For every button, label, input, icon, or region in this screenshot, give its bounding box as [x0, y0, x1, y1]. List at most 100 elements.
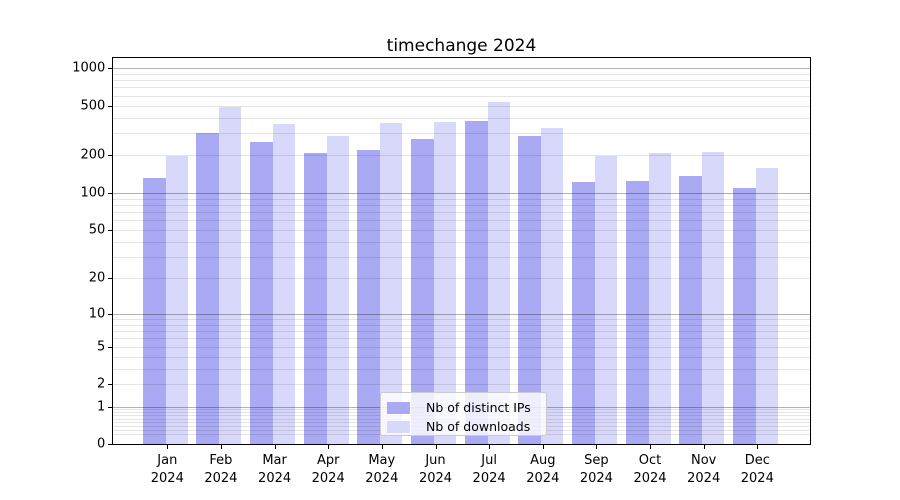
legend-items: Nb of distinct IPs Nb of downloads — [387, 398, 538, 436]
gridline-minor — [113, 278, 810, 280]
x-tick-label: Apr 2024 — [296, 452, 360, 487]
x-tick-month: Feb — [209, 453, 233, 469]
x-tick-label: Nov 2024 — [672, 452, 736, 487]
gridline-minor — [113, 331, 810, 332]
x-tick-year: 2024 — [311, 470, 345, 486]
gridline-major — [113, 192, 810, 194]
legend-label: Nb of distinct IPs — [426, 400, 531, 415]
gridline-minor — [113, 384, 810, 386]
bar-downloads-aug — [541, 128, 564, 445]
x-tick — [274, 445, 276, 450]
y-tick-label: 10 — [88, 306, 106, 322]
gridline-minor — [113, 368, 810, 370]
x-tick — [328, 445, 330, 450]
x-tick-year: 2024 — [740, 470, 774, 486]
gridline-minor — [113, 318, 810, 320]
y-tick — [108, 384, 113, 386]
y-tick — [108, 278, 113, 280]
y-tick-label: 2 — [97, 376, 106, 392]
gridline-minor — [113, 95, 810, 97]
x-tick — [381, 445, 383, 450]
bar-downloads-nov — [702, 151, 725, 445]
x-tick — [596, 445, 598, 450]
y-tick — [108, 230, 113, 232]
bar-distinct-ips-jan — [142, 177, 166, 445]
x-tick-month: May — [368, 453, 396, 469]
x-tick-month: Aug — [530, 453, 556, 469]
bar-distinct-ips-jul — [464, 120, 488, 445]
y-tick-label: 1000 — [72, 60, 106, 76]
x-tick-year: 2024 — [633, 470, 667, 486]
bar-downloads-mar — [273, 124, 296, 445]
bar-downloads-may — [380, 123, 403, 445]
x-tick — [650, 445, 651, 450]
y-tick-label: 50 — [88, 222, 106, 238]
chart-title: timechange 2024 — [386, 36, 537, 56]
gridline-minor — [113, 133, 810, 135]
x-tick — [489, 445, 491, 450]
x-tick — [435, 445, 437, 450]
gridline-minor — [113, 338, 810, 340]
bar-distinct-ips-oct — [625, 180, 649, 445]
gridline-minor — [113, 198, 810, 200]
bar-distinct-ips-apr — [303, 152, 327, 445]
gridline-minor — [113, 105, 810, 107]
y-tick — [108, 444, 113, 446]
bar-downloads-jul — [487, 102, 510, 445]
bar-downloads-sep — [594, 155, 617, 445]
bar-distinct-ips-jun — [411, 139, 434, 445]
bar-downloads-jan — [165, 156, 188, 445]
x-tick-month: Mar — [262, 453, 287, 469]
x-tick — [542, 445, 544, 450]
bar-downloads-apr — [326, 136, 349, 445]
gridline-minor — [113, 324, 810, 326]
x-tick-year: 2024 — [150, 470, 184, 486]
gridline-minor — [113, 257, 810, 259]
x-tick — [167, 445, 169, 450]
y-tick-label: 500 — [80, 98, 106, 114]
x-tick-label: Mar 2024 — [243, 452, 307, 487]
bar-distinct-ips-mar — [250, 142, 274, 445]
x-tick-label: Jan 2024 — [135, 452, 199, 487]
x-tick-label: Aug 2024 — [511, 452, 575, 487]
x-tick-year: 2024 — [526, 470, 560, 486]
legend-swatch-downloads — [387, 420, 410, 433]
x-tick-month: Nov — [691, 453, 717, 469]
bar-distinct-ips-nov — [679, 175, 703, 445]
x-tick-year: 2024 — [687, 470, 721, 486]
x-tick-month: Jun — [425, 453, 446, 469]
bar-downloads-feb — [219, 106, 242, 445]
x-tick-label: Dec 2024 — [725, 452, 789, 487]
x-tick-label: Oct 2024 — [618, 452, 682, 487]
y-tick-label: 5 — [97, 339, 106, 355]
bar-distinct-ips-sep — [571, 182, 595, 445]
x-tick-month: Oct — [638, 453, 662, 469]
y-tick-label: 1 — [97, 399, 106, 414]
y-tick — [108, 346, 113, 348]
x-tick-label: May 2024 — [350, 452, 414, 487]
gridline-major — [113, 313, 810, 315]
y-tick — [108, 192, 113, 194]
x-tick-year: 2024 — [204, 470, 238, 486]
x-tick — [220, 445, 222, 450]
bar-downloads-jun — [434, 122, 456, 445]
x-tick-month: Sep — [584, 453, 609, 469]
x-tick-month: Jan — [157, 453, 178, 469]
gridline-minor — [113, 80, 810, 82]
legend: Nb of distinct IPs Nb of downloads — [380, 392, 547, 436]
y-tick — [108, 67, 113, 69]
y-tick-label: 0 — [97, 436, 106, 452]
bar-distinct-ips-feb — [196, 133, 220, 445]
x-tick-month: Jul — [481, 453, 497, 469]
x-tick-year: 2024 — [418, 470, 453, 486]
gridline-minor — [113, 73, 810, 75]
y-tick — [108, 155, 113, 157]
gridline-minor — [113, 204, 810, 206]
gridline-minor — [113, 212, 810, 214]
y-tick — [108, 313, 113, 315]
bar-distinct-ips-aug — [518, 136, 542, 445]
legend-row: Nb of distinct IPs — [387, 398, 538, 417]
x-tick-label: Sep 2024 — [564, 452, 628, 487]
y-tick-label: 100 — [80, 185, 106, 201]
